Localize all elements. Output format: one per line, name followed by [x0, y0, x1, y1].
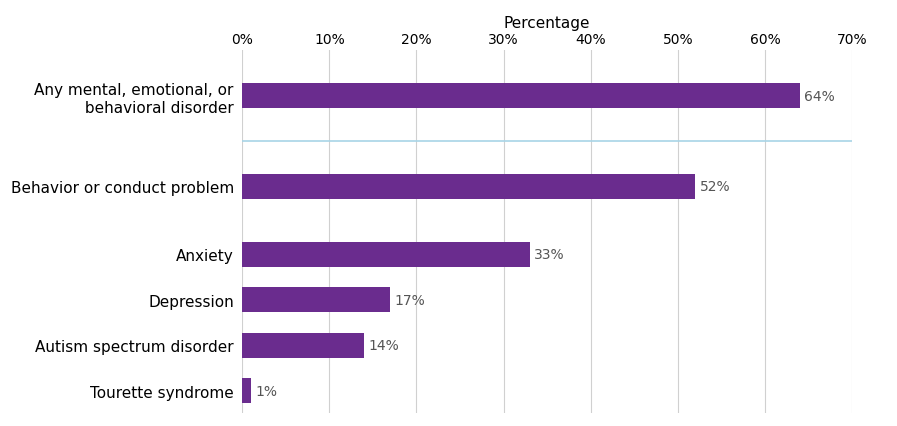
Bar: [242, 175, 695, 199]
Bar: [242, 333, 364, 358]
Text: 17%: 17%: [395, 293, 425, 307]
Bar: [242, 378, 251, 403]
Text: 1%: 1%: [256, 383, 277, 397]
Bar: [242, 288, 390, 313]
Bar: [242, 242, 530, 267]
Text: 64%: 64%: [805, 89, 835, 104]
Text: 33%: 33%: [534, 248, 565, 262]
Text: 14%: 14%: [369, 338, 399, 352]
X-axis label: Percentage: Percentage: [504, 15, 590, 30]
Bar: [242, 84, 800, 109]
Text: 52%: 52%: [700, 180, 730, 194]
